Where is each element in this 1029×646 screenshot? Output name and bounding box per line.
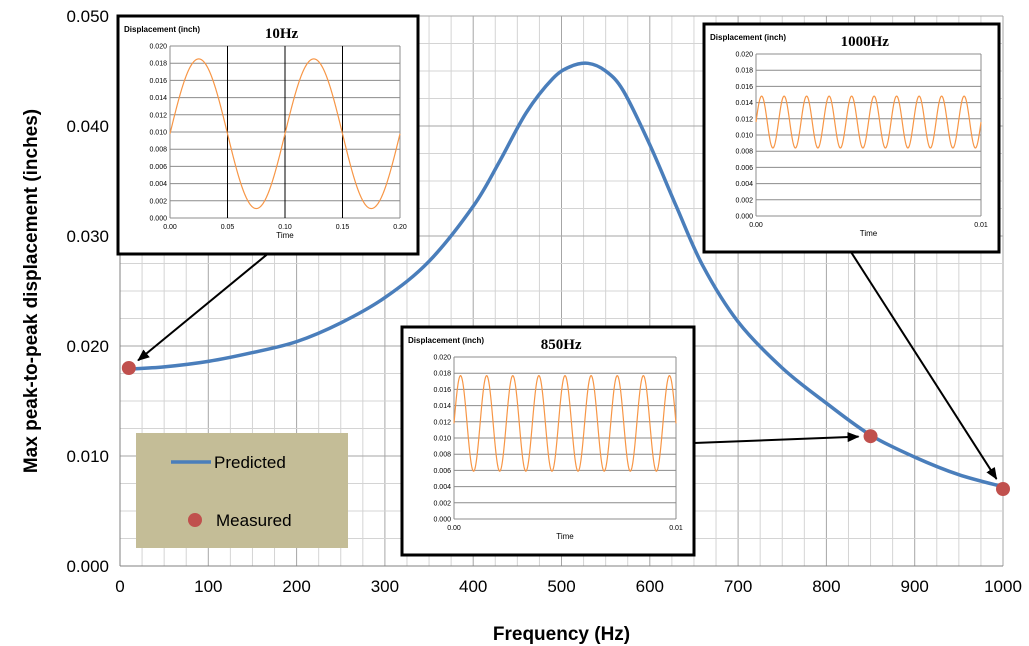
y-tick-label: 0.040 (66, 117, 109, 136)
inset-x-tick: 0.05 (221, 224, 235, 231)
inset-waveform (755, 95, 982, 149)
inset-y-tick: 0.010 (735, 133, 753, 140)
inset-y-tick: 0.016 (433, 387, 451, 394)
x-axis-title: Frequency (Hz) (493, 624, 630, 645)
inset-y-tick: 0.004 (149, 181, 167, 188)
inset-x-tick: 0.01 (669, 525, 683, 532)
inset-10hz: Displacement (inch) 10Hz 0.000 0.002 0.004 0.… (116, 14, 420, 256)
measured-point (121, 361, 136, 375)
insets: Displacement (inch) 10Hz 0.000 0.002 0.004 0.… (116, 14, 1001, 557)
inset-y-tick: 0.014 (735, 100, 753, 107)
inset-x-tick: 0.00 (163, 224, 177, 231)
x-tick-label: 100 (194, 577, 222, 596)
inset-ylabel: Displacement (inch) (408, 336, 484, 345)
inset-y-tick: 0.006 (149, 164, 167, 171)
inset-y-tick: 0.008 (149, 147, 167, 154)
inset-y-tick: 0.000 (735, 214, 753, 221)
inset-xlabel: Time (556, 532, 574, 541)
x-tick-label: 600 (636, 577, 664, 596)
inset-y-tick: 0.016 (735, 84, 753, 91)
inset-y-tick: 0.010 (433, 436, 451, 443)
inset-x-tick: 0.15 (336, 224, 350, 231)
y-axis-title: Max peak-to-peak displacement (inches) (21, 109, 42, 473)
x-tick-label: 0 (115, 577, 124, 596)
inset-y-tick: 0.004 (433, 484, 451, 491)
inset-y-tick: 0.002 (433, 500, 451, 507)
inset-y-tick: 0.002 (149, 198, 167, 205)
inset-waveform (169, 58, 401, 210)
inset-y-tick: 0.008 (735, 149, 753, 156)
inset-y-tick: 0.018 (149, 61, 167, 68)
inset-ylabel: Displacement (inch) (710, 33, 786, 42)
series-layer (121, 61, 1010, 496)
inset-title: 850Hz (541, 337, 582, 353)
y-tick-label: 0.030 (66, 227, 109, 246)
inset-y-tick: 0.006 (433, 468, 451, 475)
inset-1000hz: Displacement (inch) 1000Hz 0.000 0.002 0.004… (702, 22, 1001, 254)
inset-y-tick: 0.020 (735, 52, 753, 59)
x-tick-label: 900 (901, 577, 929, 596)
callout-arrow-10hz (137, 251, 271, 362)
inset-ylabel: Displacement (inch) (124, 25, 200, 34)
inset-waveform (453, 374, 677, 472)
inset-y-tick: 0.018 (433, 371, 451, 378)
inset-y-tick: 0.012 (735, 116, 753, 123)
inset-y-tick: 0.000 (433, 517, 451, 524)
inset-y-tick: 0.008 (433, 452, 451, 459)
inset-y-tick: 0.018 (735, 68, 753, 75)
inset-y-tick: 0.004 (735, 181, 753, 188)
inset-850hz: Displacement (inch) 850Hz 0.000 0.002 0.004 0… (400, 325, 696, 557)
inset-y-tick: 0.020 (149, 44, 167, 51)
inset-x-tick: 0.00 (447, 525, 461, 532)
measured-point (996, 482, 1010, 496)
inset-y-tick: 0.006 (735, 165, 753, 172)
legend-predicted-label: Predicted (214, 453, 286, 472)
inset-x-tick: 0.20 (393, 224, 407, 231)
inset-title: 1000Hz (841, 34, 890, 50)
legend-box (136, 433, 348, 548)
legend: Predicted Measured (136, 433, 348, 548)
inset-x-tick: 0.01 (974, 222, 988, 229)
inset-y-tick: 0.014 (149, 95, 167, 102)
inset-xlabel: Time (276, 231, 294, 240)
x-tick-label: 200 (282, 577, 310, 596)
inset-x-tick: 0.00 (749, 222, 763, 229)
x-tick-label: 400 (459, 577, 487, 596)
y-tick-label: 0.010 (66, 447, 109, 466)
inset-title: 10Hz (265, 26, 299, 42)
y-tick-label: 0.000 (66, 557, 109, 576)
callout-arrow-1000hz (850, 251, 998, 480)
y-tick-label: 0.020 (66, 337, 109, 356)
legend-measured-label: Measured (216, 511, 292, 530)
inset-xlabel: Time (860, 229, 878, 238)
inset-y-tick: 0.012 (433, 419, 451, 426)
y-tick-label: 0.050 (66, 7, 109, 26)
inset-frame (400, 325, 696, 557)
series-line-predicted (128, 61, 1004, 489)
x-tick-label: 800 (812, 577, 840, 596)
inset-y-tick: 0.010 (149, 130, 167, 137)
legend-measured-swatch (188, 513, 202, 527)
callout-arrow-850hz (693, 432, 860, 444)
inset-y-tick: 0.002 (735, 197, 753, 204)
x-tick-label: 700 (724, 577, 752, 596)
inset-y-tick: 0.000 (149, 216, 167, 223)
x-tick-label: 1000 (984, 577, 1022, 596)
inset-y-tick: 0.020 (433, 355, 451, 362)
callout-arrows (137, 251, 998, 480)
inset-y-tick: 0.016 (149, 78, 167, 85)
inset-frame (116, 14, 420, 256)
inset-x-tick: 0.10 (278, 224, 292, 231)
inset-y-tick: 0.012 (149, 112, 167, 119)
x-tick-label: 300 (371, 577, 399, 596)
x-tick-label: 500 (547, 577, 575, 596)
measured-point (863, 429, 878, 444)
inset-y-tick: 0.014 (433, 403, 451, 410)
axes: 0 100 200 300 400 500 600 700 800 900 10000.0000.0… (66, 7, 1021, 596)
